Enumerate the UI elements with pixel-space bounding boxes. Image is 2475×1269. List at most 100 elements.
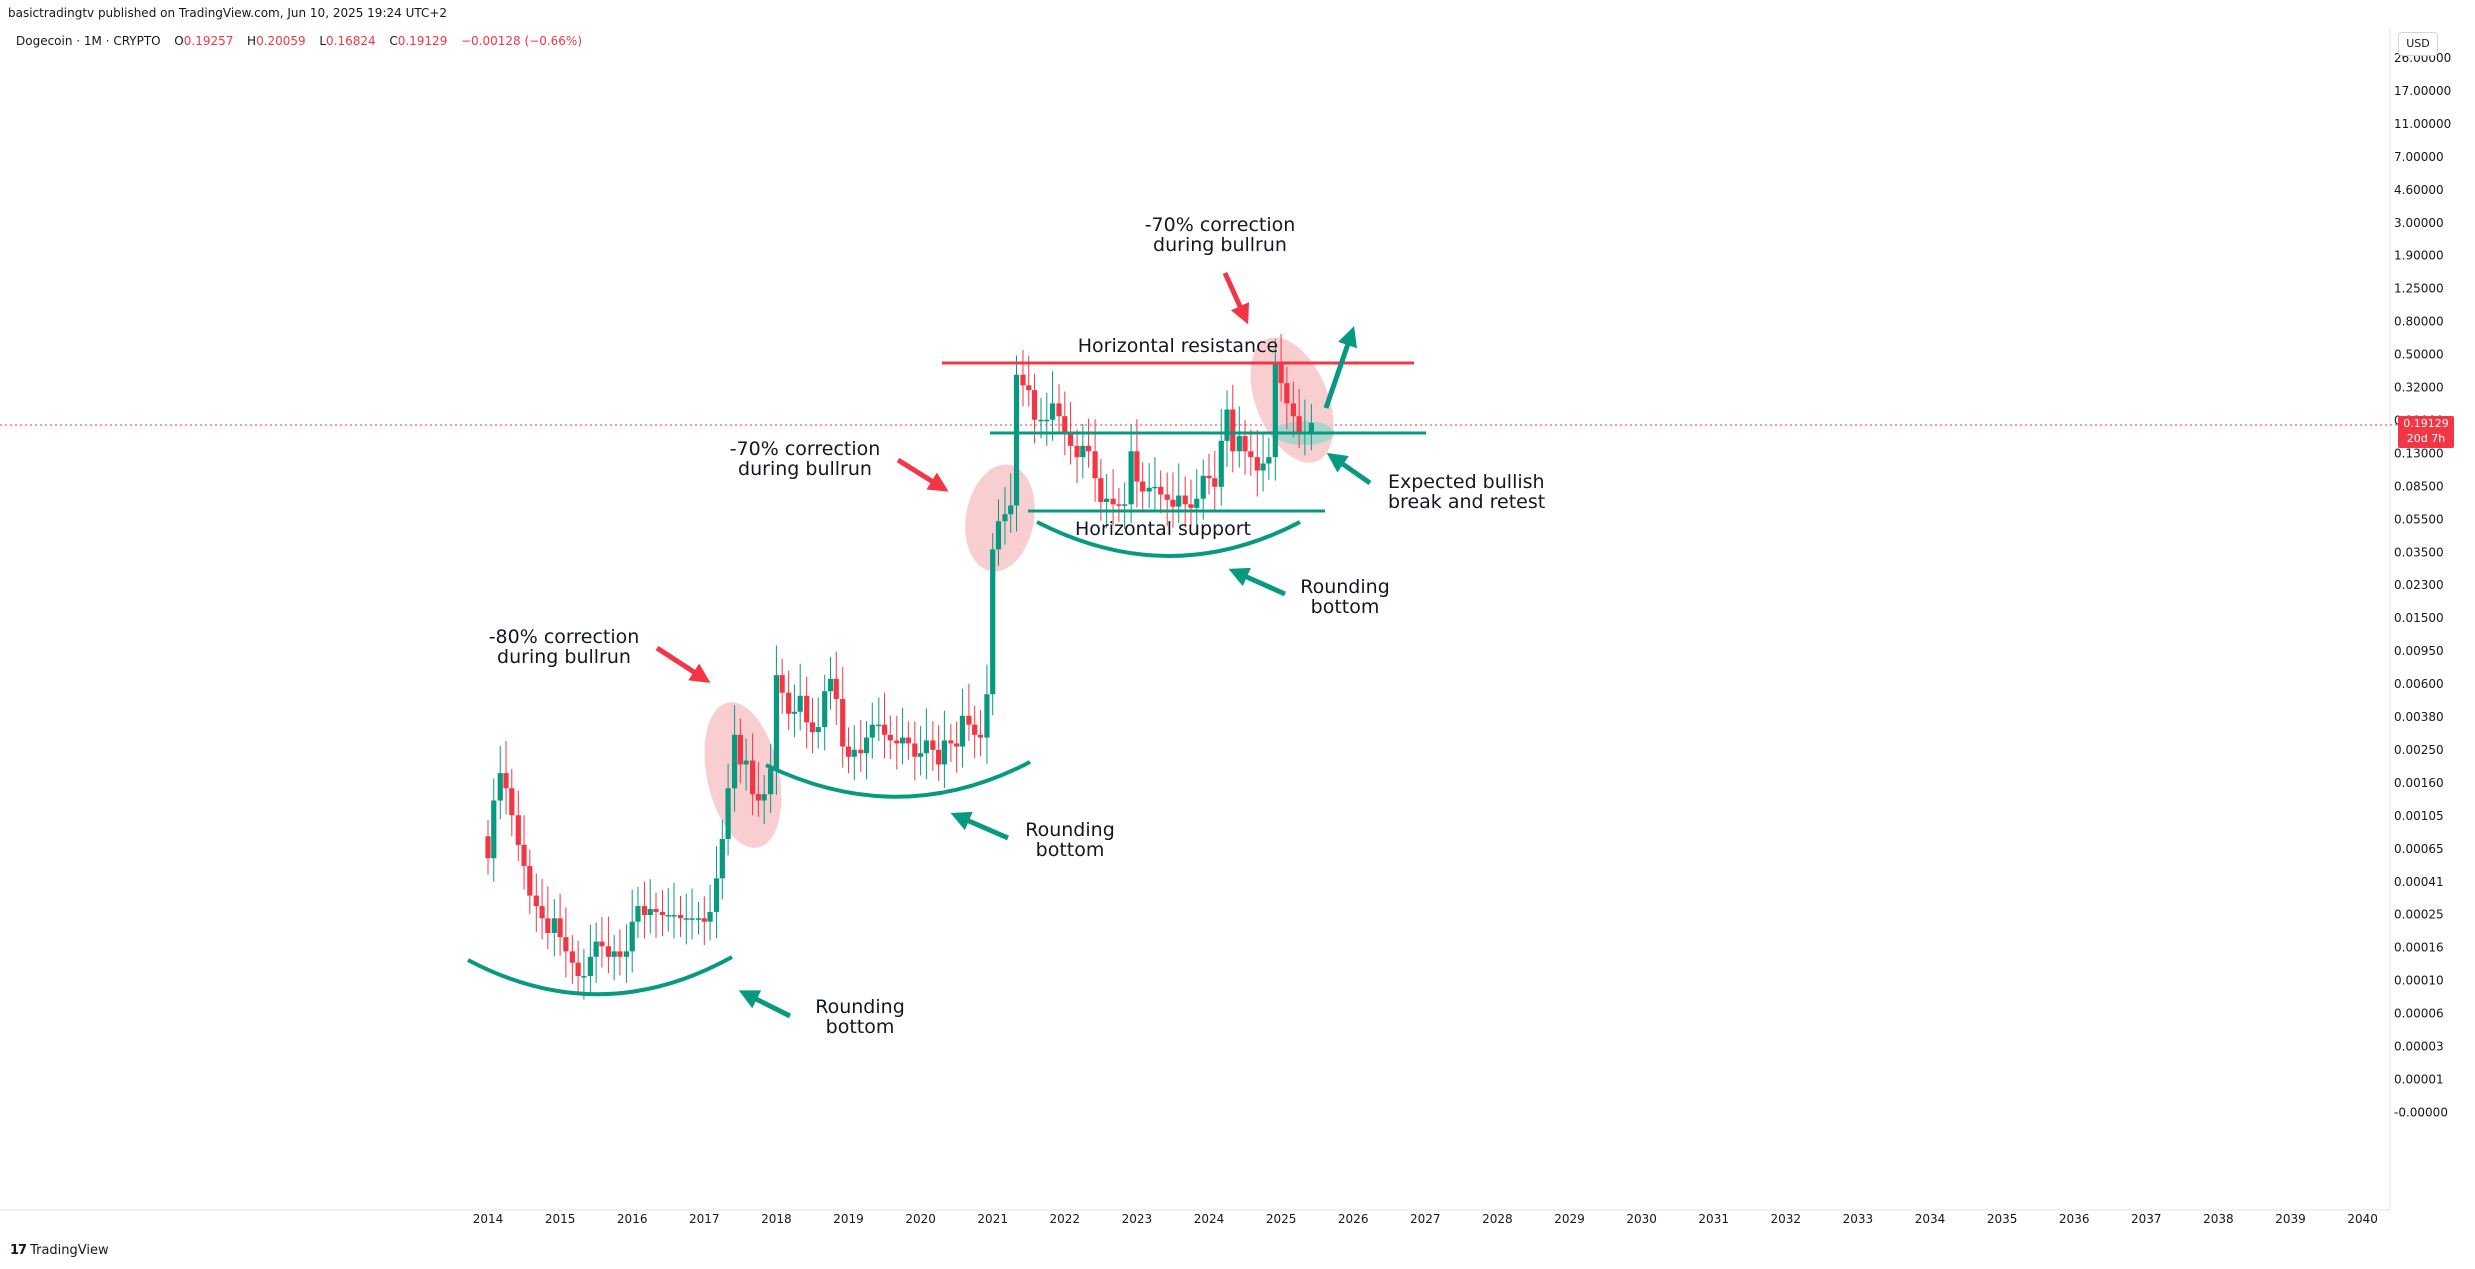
candle-down [1026, 385, 1032, 391]
arrow-expected-breakout[interactable] [1323, 326, 1358, 409]
last-price-value: 0.19129 [2403, 417, 2449, 430]
candle-down [1158, 486, 1164, 495]
low-value: 0.16824 [326, 34, 376, 48]
candle-up [1013, 374, 1020, 506]
price-axis[interactable]: 26.0000017.0000011.000007.000004.600003.… [2394, 51, 2451, 1119]
annotation-horizontal-resistance[interactable]: Horizontal resistance [1078, 335, 1278, 357]
price-tick-label: 0.00025 [2394, 908, 2444, 922]
annotation-correction-1-line1[interactable]: -80% correction [489, 626, 640, 648]
symbol-name[interactable]: Dogecoin · 1M · CRYPTO [16, 34, 161, 48]
tradingview-logo[interactable]: 17 TradingView [10, 1243, 109, 1258]
candle-down [881, 724, 888, 735]
candle-down [659, 911, 666, 916]
annotation-correction-1-line2[interactable]: during bullrun [497, 646, 631, 668]
candle-down [912, 743, 918, 757]
candle-down [557, 918, 563, 938]
candle-down [1074, 445, 1080, 458]
candle-up [923, 740, 929, 754]
candle-up [1122, 504, 1128, 506]
time-tick-label: 2040 [2347, 1212, 2378, 1226]
annotation-horizontal-support[interactable]: Horizontal support [1075, 518, 1251, 540]
candle-up [918, 753, 924, 757]
candle-up [743, 760, 749, 765]
annotation-correction-2-line1[interactable]: -70% correction [730, 438, 881, 460]
candle-down [930, 740, 936, 750]
rounding-bottom-curve-2[interactable] [765, 760, 1031, 799]
candle-down [887, 734, 893, 741]
annotation-expected-line1[interactable]: Expected bullish [1388, 471, 1545, 493]
time-tick-label: 2023 [1122, 1212, 1153, 1226]
price-tick-label: 0.00016 [2394, 941, 2444, 955]
arrow-rounding-2[interactable] [950, 811, 1009, 841]
candle-down [894, 740, 900, 744]
candle-up [1146, 487, 1152, 492]
candle-down [1067, 431, 1074, 446]
candle-up [491, 800, 497, 859]
annotation-rounding-2-line2[interactable]: bottom [1036, 839, 1105, 861]
arrow-correction-3[interactable] [1222, 271, 1250, 325]
currency-selector[interactable]: USD [2398, 32, 2438, 56]
annotation-rounding-2-line1[interactable]: Rounding [1025, 819, 1115, 841]
arrow-rounding-3[interactable] [1228, 567, 1287, 597]
candle-up [797, 695, 803, 712]
candle-up [1260, 463, 1266, 471]
price-tick-label: 0.01500 [2394, 611, 2444, 625]
annotation-rounding-1-line1[interactable]: Rounding [815, 996, 905, 1018]
time-tick-label: 2027 [1410, 1212, 1441, 1226]
annotation-correction-3-line1[interactable]: -70% correction [1145, 214, 1296, 236]
annotation-rounding-3-line1[interactable]: Rounding [1300, 576, 1390, 598]
candle-up [1224, 409, 1230, 441]
candle-down [641, 906, 648, 916]
candle-down [1056, 403, 1062, 417]
close-value: 0.19129 [397, 34, 448, 48]
candle-down [858, 749, 864, 754]
candle-up [1236, 436, 1242, 452]
candle-up [869, 724, 875, 738]
arrow-expected-retest[interactable] [1326, 452, 1372, 486]
arrow-correction-2[interactable] [896, 457, 949, 492]
arrow-correction-1[interactable] [655, 645, 711, 683]
candle-down [1031, 390, 1038, 420]
candle-down [845, 746, 852, 757]
candle-down [563, 937, 569, 952]
price-tick-label: 0.05500 [2394, 512, 2444, 526]
time-axis[interactable]: 2014 2015 2016 2017 2018 2019 2020 2021 2022 2023… [473, 1212, 2378, 1226]
candle-down [1140, 481, 1146, 492]
annotation-correction-2-line2[interactable]: during bullrun [738, 458, 872, 480]
candle-down [948, 740, 954, 744]
publish-info: basictradingtv published on TradingView.… [8, 6, 448, 20]
candle-down [1254, 457, 1260, 471]
candle-down [509, 788, 515, 816]
candle-down [515, 815, 521, 845]
candle-up [1194, 498, 1200, 508]
time-tick-label: 2016 [617, 1212, 648, 1226]
arrow-rounding-1[interactable] [738, 990, 792, 1019]
time-tick-label: 2025 [1266, 1212, 1297, 1226]
price-tick-label: 0.02300 [2394, 578, 2444, 592]
price-tick-label: -0.00000 [2394, 1105, 2448, 1119]
time-tick-label: 2024 [1194, 1212, 1225, 1226]
candle-down [804, 695, 810, 723]
annotation-expected-line2[interactable]: break and retest [1388, 491, 1545, 513]
candle-up [647, 908, 653, 916]
rounding-bottom-curve-1[interactable] [467, 955, 733, 997]
candle-down [972, 724, 978, 735]
candle-down [503, 773, 509, 789]
candle-down [786, 692, 792, 714]
annotation-rounding-1-line2[interactable]: bottom [826, 1016, 895, 1038]
candle-down [1212, 478, 1218, 487]
time-tick-label: 2029 [1554, 1212, 1585, 1226]
candle-down [617, 951, 623, 957]
time-tick-label: 2022 [1050, 1212, 1081, 1226]
annotation-correction-3-line2[interactable]: during bullrun [1153, 234, 1287, 256]
time-tick-label: 2021 [977, 1212, 1008, 1226]
price-tick-label: 11.00000 [2394, 117, 2451, 131]
candle-up [1152, 486, 1158, 489]
candle-up [719, 839, 725, 879]
high-label: H [247, 34, 257, 48]
annotation-rounding-3-line2[interactable]: bottom [1311, 596, 1380, 618]
rounding-bottom-curve-3[interactable] [1036, 520, 1301, 558]
candle-down [936, 749, 942, 765]
candle-up [497, 773, 503, 801]
